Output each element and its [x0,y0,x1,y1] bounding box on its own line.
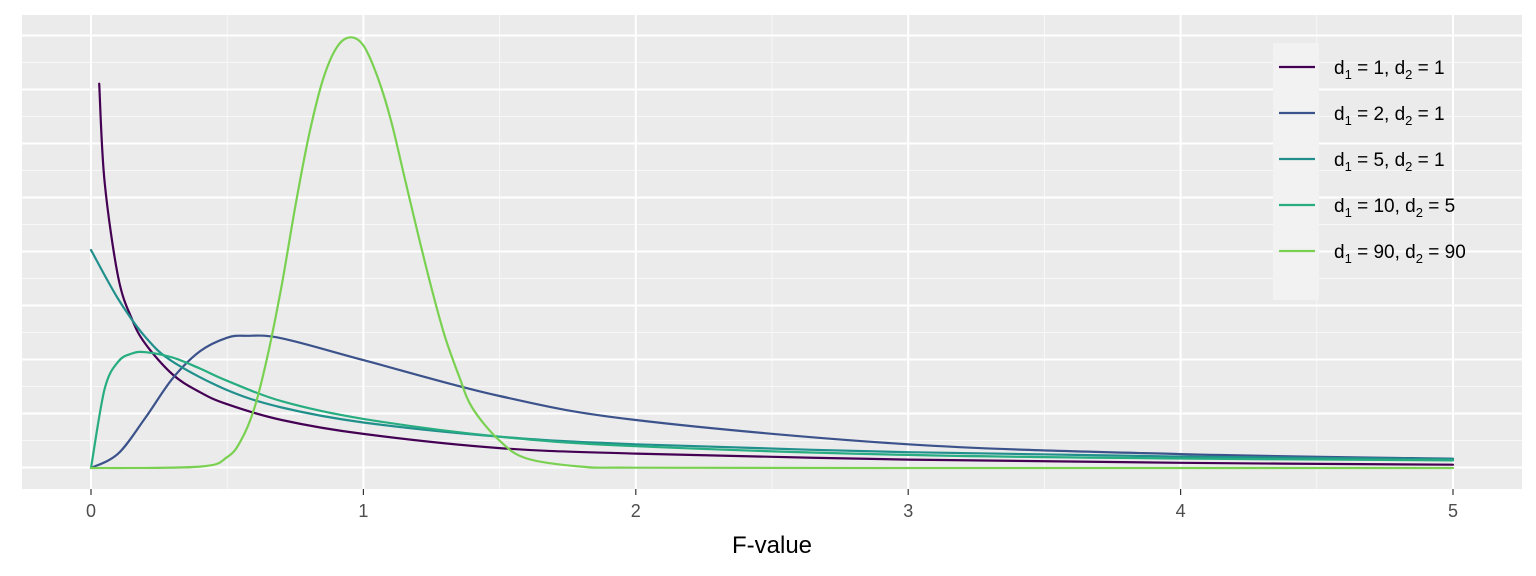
legend-label: d1 = 90, d2 = 90 [1334,242,1466,266]
x-axis: 0 1 2 3 4 5 [86,489,1458,521]
legend-item: d1 = 5, d2 = 1 [1279,150,1445,174]
legend-background [1273,43,1319,300]
legend-item: d1 = 1, d2 = 1 [1279,58,1445,82]
x-tick-label: 0 [86,501,96,521]
legend-label: d1 = 2, d2 = 1 [1334,104,1445,128]
legend-item: d1 = 90, d2 = 90 [1279,242,1466,266]
legend-label: d1 = 10, d2 = 5 [1334,196,1455,220]
legend-item: d1 = 10, d2 = 5 [1279,196,1455,220]
x-tick-label: 2 [631,501,641,521]
series-line-d1-2-d2-1 [89,334,1455,470]
series-line-d1-90-d2-90 [89,36,1455,470]
legend-item: d1 = 2, d2 = 1 [1279,104,1445,128]
series-line-d1-10-d2-5 [89,350,1455,470]
series-line-d1-1-d2-1 [98,82,1455,466]
x-tick-label: 1 [358,501,368,521]
x-tick-label: 5 [1448,501,1458,521]
legend: d1 = 1, d2 = 1 d1 = 2, d2 = 1 d1 = 5, d2 =… [1273,43,1466,300]
legend-label: d1 = 1, d2 = 1 [1334,58,1445,82]
x-tick-label: 4 [1176,501,1186,521]
x-axis-title: F-value [732,532,812,559]
series-lines [89,36,1455,470]
legend-label: d1 = 5, d2 = 1 [1334,150,1445,174]
x-tick-label: 3 [903,501,913,521]
